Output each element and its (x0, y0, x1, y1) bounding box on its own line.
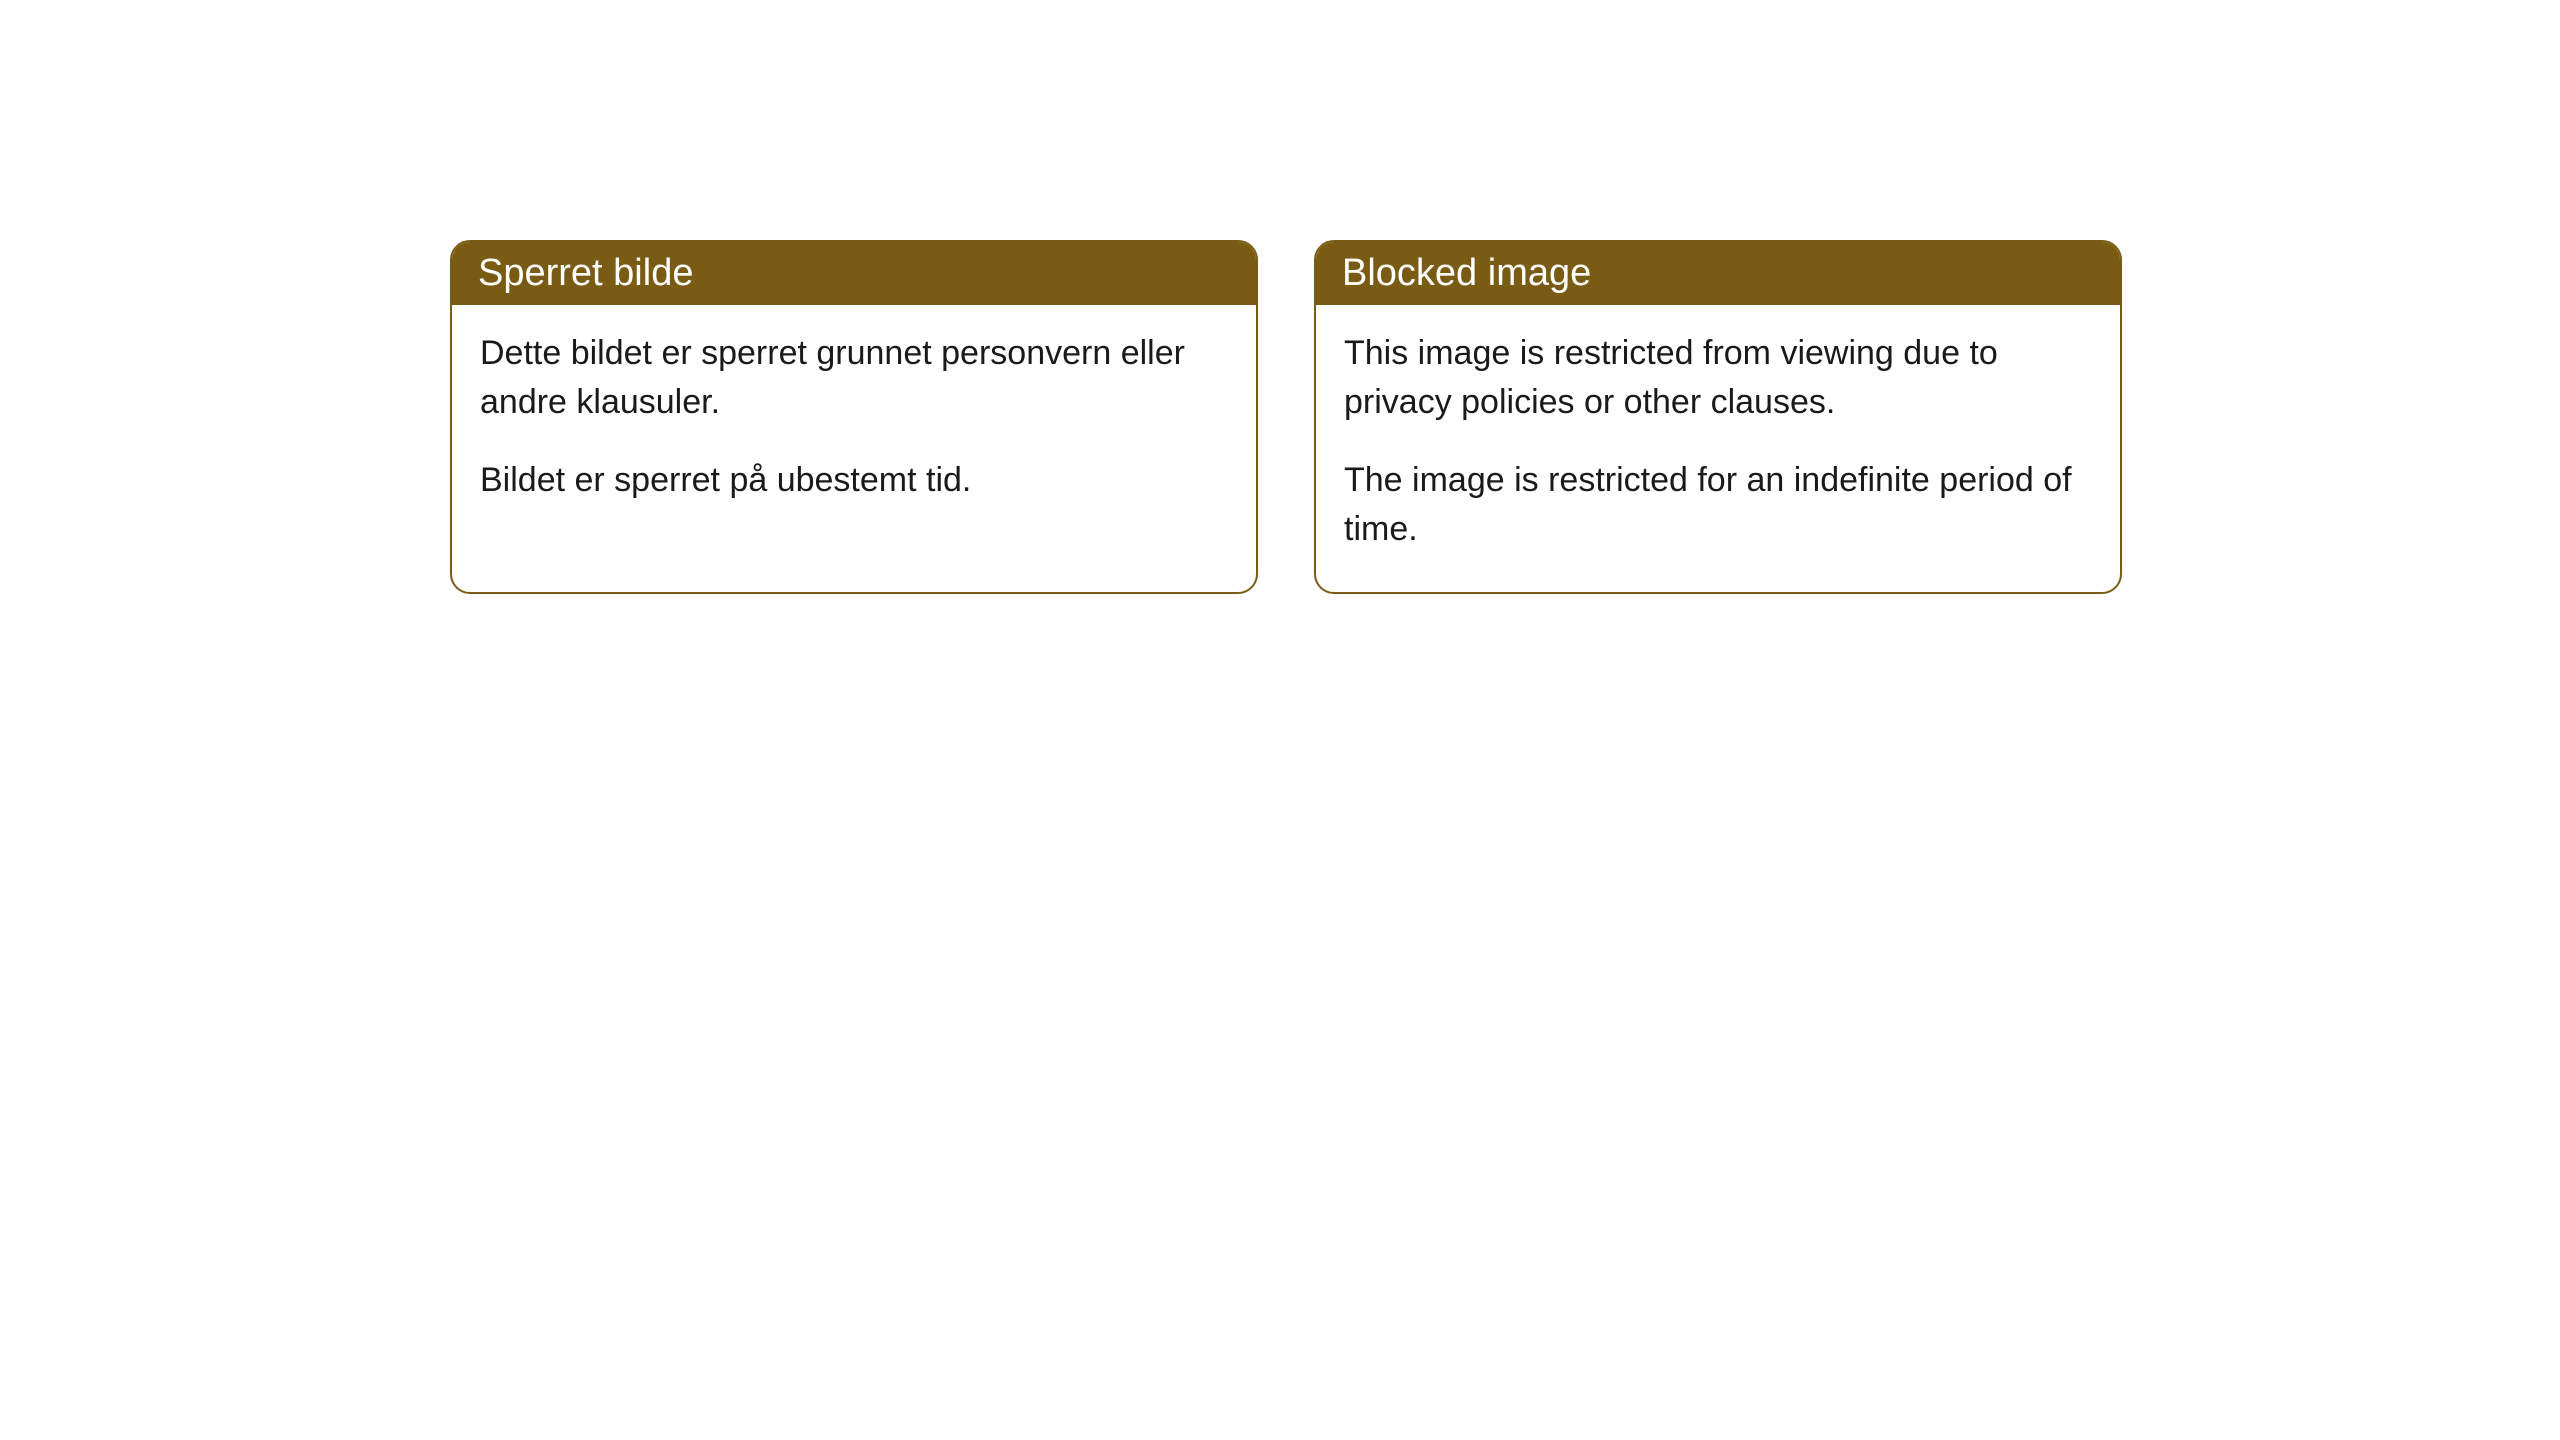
card-title: Blocked image (1342, 252, 1591, 294)
card-header-norwegian: Sperret bilde (452, 242, 1256, 305)
notice-cards-container: Sperret bilde Dette bildet er sperret gr… (450, 240, 2122, 594)
card-header-english: Blocked image (1316, 242, 2120, 305)
card-paragraph: The image is restricted for an indefinit… (1344, 456, 2092, 555)
notice-card-norwegian: Sperret bilde Dette bildet er sperret gr… (450, 240, 1258, 594)
card-paragraph: Bildet er sperret på ubestemt tid. (480, 456, 1228, 505)
card-title: Sperret bilde (478, 252, 693, 294)
card-body-norwegian: Dette bildet er sperret grunnet personve… (452, 305, 1256, 543)
card-paragraph: Dette bildet er sperret grunnet personve… (480, 329, 1228, 428)
card-body-english: This image is restricted from viewing du… (1316, 305, 2120, 592)
notice-card-english: Blocked image This image is restricted f… (1314, 240, 2122, 594)
card-paragraph: This image is restricted from viewing du… (1344, 329, 2092, 428)
